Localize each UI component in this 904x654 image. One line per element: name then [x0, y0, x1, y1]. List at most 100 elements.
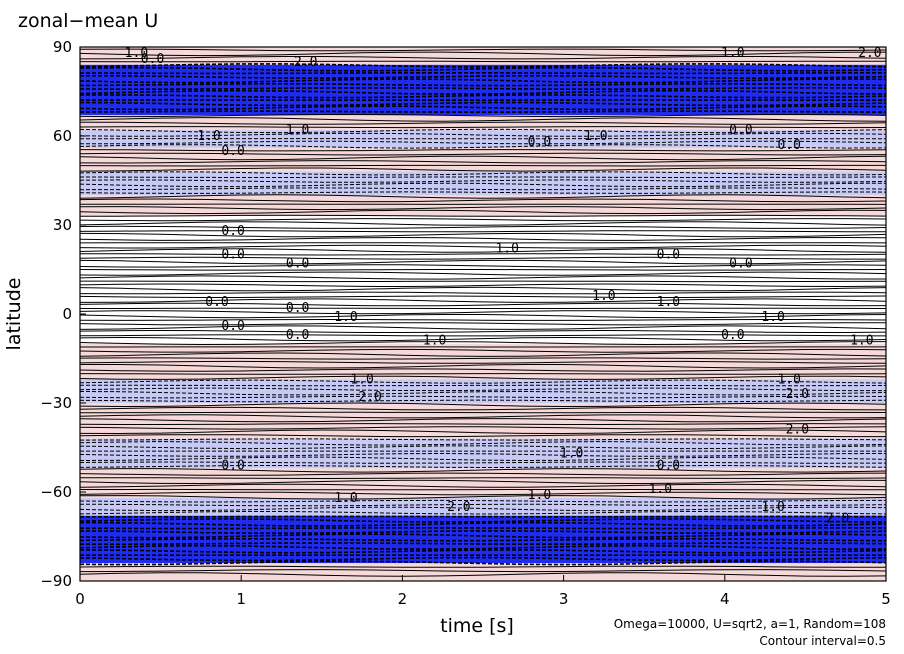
contour-line — [79, 434, 886, 438]
contour-line — [79, 187, 887, 191]
contour-line — [79, 526, 887, 530]
contour-line — [79, 164, 886, 167]
contour-line — [79, 264, 887, 268]
y-tick-label: 60 — [53, 127, 72, 145]
contour-line — [79, 105, 887, 111]
contour-line — [79, 214, 887, 217]
contour-line — [79, 198, 887, 203]
contour-line — [79, 542, 887, 546]
contour-line — [79, 191, 887, 194]
contour-line — [79, 445, 887, 450]
contour-label: 1.0 — [592, 289, 615, 304]
contour-label: 1.0 — [334, 491, 357, 506]
contour-line — [79, 510, 887, 515]
contour-line — [79, 329, 887, 333]
contour-line — [79, 236, 887, 241]
contour-line — [79, 248, 887, 253]
contour-label: 1.0 — [649, 482, 672, 497]
contour-line — [79, 179, 887, 183]
contour-line — [79, 152, 887, 156]
contour-line — [79, 406, 887, 411]
contour-line — [79, 132, 887, 137]
x-tick-label: 0 — [75, 590, 85, 608]
contour-line — [79, 319, 887, 321]
contour-line — [79, 479, 887, 485]
contour-line — [79, 418, 887, 423]
contour-line — [79, 495, 887, 500]
y-tick-label: −90 — [40, 572, 72, 590]
contour-line — [80, 280, 887, 283]
contour-line — [79, 121, 887, 125]
contour-line — [79, 82, 887, 87]
contour-line — [79, 314, 887, 319]
contour-line — [79, 221, 887, 226]
contour-line — [79, 352, 887, 357]
contour-line — [79, 537, 887, 542]
y-tick-label: −30 — [40, 394, 72, 412]
contour-line — [79, 472, 887, 476]
y-tick-label: 0 — [62, 305, 72, 323]
contour-line — [79, 63, 887, 68]
contour-line — [79, 66, 887, 72]
contour-line — [79, 530, 887, 535]
x-tick-label: 2 — [398, 590, 408, 608]
contour-label: 0.0 — [528, 135, 551, 150]
contour-line — [79, 72, 886, 75]
x-tick-label: 5 — [881, 590, 891, 608]
contour-line — [79, 483, 887, 488]
contour-line — [79, 291, 887, 295]
contour-line — [80, 74, 887, 80]
shaded-band — [80, 563, 886, 581]
contour-line — [79, 456, 887, 462]
contour-line — [79, 348, 887, 353]
contour-line — [79, 357, 887, 360]
contour-line — [79, 334, 887, 337]
contour-line — [79, 232, 887, 238]
contour-line — [79, 499, 887, 503]
contour-line — [79, 402, 887, 408]
shaded-band — [80, 47, 886, 65]
contour-label: 1.0 — [584, 129, 607, 144]
contour-label: 1.0 — [761, 310, 784, 325]
contour-line — [79, 176, 887, 178]
contour-line — [79, 110, 887, 114]
contour-line — [79, 310, 887, 315]
contour-label: 2.0 — [826, 512, 849, 527]
x-tick-label: 3 — [559, 590, 569, 608]
contour-label: 0.0 — [221, 319, 244, 334]
x-tick-label: 4 — [720, 590, 730, 608]
contour-label: 1.0 — [560, 446, 583, 461]
contour-label: 0.0 — [286, 328, 309, 343]
contour-line — [79, 414, 887, 419]
contour-line — [79, 560, 887, 566]
contour-line — [79, 209, 887, 215]
contour-label: 0.0 — [657, 248, 680, 263]
contour-line — [79, 89, 887, 95]
contour-line — [79, 155, 887, 161]
contour-label: 1.0 — [286, 123, 309, 138]
contour-line — [79, 336, 887, 342]
contour-line — [79, 194, 887, 199]
contour-label: 2.0 — [858, 46, 881, 61]
contour-line — [79, 225, 887, 229]
contour-label: 2.0 — [786, 423, 809, 438]
contour-line — [79, 565, 886, 568]
contour-line — [80, 253, 887, 256]
contour-line — [79, 78, 887, 84]
contour-label: 0.0 — [729, 257, 752, 272]
contour-line — [79, 390, 887, 396]
contour-label: 1.0 — [778, 372, 801, 387]
contour-line — [79, 464, 887, 469]
y-tick-label: 30 — [53, 216, 72, 234]
contour-line — [79, 452, 887, 457]
contour-line — [80, 364, 887, 369]
contour-label: 0.0 — [286, 301, 309, 316]
contour-line — [80, 477, 887, 480]
contour-label: 1.0 — [528, 488, 551, 503]
contour-label: 1.0 — [761, 500, 784, 515]
contour-label: 2.0 — [786, 387, 809, 402]
contour-interval-note: Contour interval=0.5 — [759, 634, 886, 648]
contour-line — [79, 373, 887, 375]
contour-line — [79, 556, 887, 562]
